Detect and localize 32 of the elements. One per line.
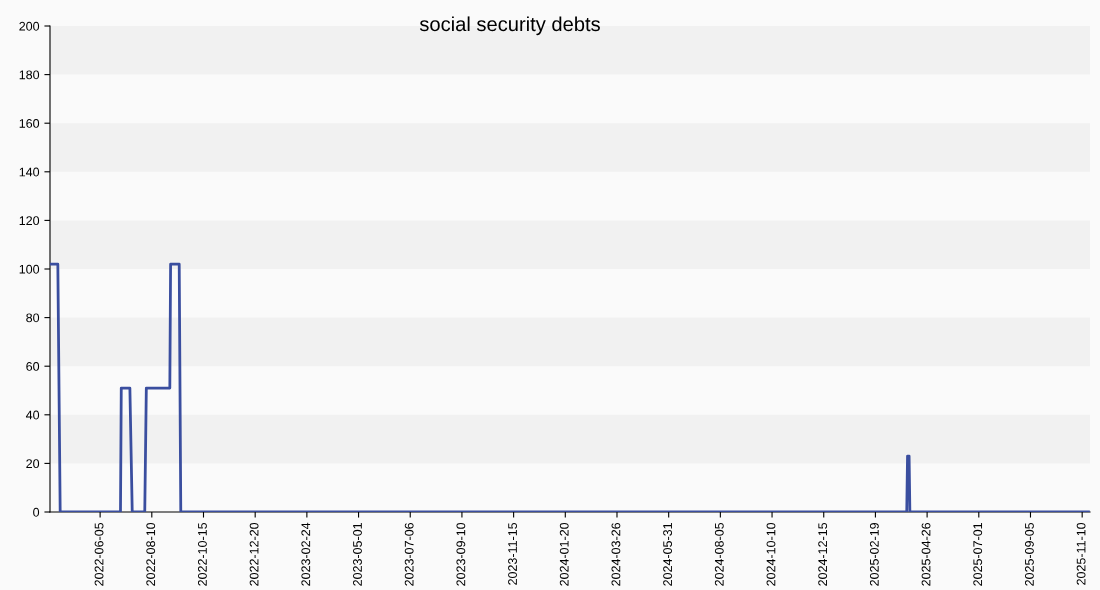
y-tick-label: 180 bbox=[19, 70, 40, 80]
x-tick-label: 2025-07-01 bbox=[973, 523, 983, 586]
x-tick-label: 2022-06-05 bbox=[94, 522, 104, 586]
x-tick-label: 2024-08-05 bbox=[714, 522, 724, 586]
x-tick-label: 2023-09-10 bbox=[456, 522, 466, 586]
y-tick-label: 20 bbox=[26, 459, 40, 469]
x-tick-label: 2023-02-24 bbox=[301, 522, 311, 586]
y-tick-label: 60 bbox=[26, 362, 40, 371]
y-tick-label: 120 bbox=[19, 216, 40, 226]
x-tick-label: 2024-03-26 bbox=[611, 522, 621, 586]
x-tick-label: 2022-10-15 bbox=[198, 522, 207, 586]
y-tick-label: 0 bbox=[33, 507, 40, 517]
x-tick-label: 2025-09-05 bbox=[1024, 522, 1034, 586]
x-tick-label: 2023-07-06 bbox=[404, 522, 414, 586]
chart-title: social security debts bbox=[419, 16, 600, 36]
x-tick-label: 2024-10-10 bbox=[766, 522, 776, 586]
x-tick-label: 2025-04-26 bbox=[921, 522, 931, 586]
x-tick-label: 2025-11-10 bbox=[1076, 522, 1086, 585]
y-tick-label: 80 bbox=[26, 313, 40, 323]
y-tick-label: 100 bbox=[19, 264, 40, 274]
x-tick-label: 2024-01-20 bbox=[559, 522, 569, 586]
y-tick-label: 200 bbox=[19, 21, 40, 31]
x-tick-label: 2024-05-31 bbox=[663, 523, 673, 586]
x-tick-label: 2025-02-19 bbox=[869, 523, 879, 586]
x-tick-label: 2022-08-10 bbox=[146, 522, 156, 586]
y-tick-label: 160 bbox=[19, 119, 40, 128]
y-tick-label: 40 bbox=[25, 410, 40, 420]
x-tick-label: 2023-05-01 bbox=[353, 523, 362, 586]
x-tick-label: 2024-12-15 bbox=[818, 522, 828, 586]
x-tick-label: 2022-12-20 bbox=[249, 522, 259, 586]
y-tick-label: 140 bbox=[19, 167, 40, 177]
x-tick-label: 2023-11-15 bbox=[508, 522, 517, 585]
